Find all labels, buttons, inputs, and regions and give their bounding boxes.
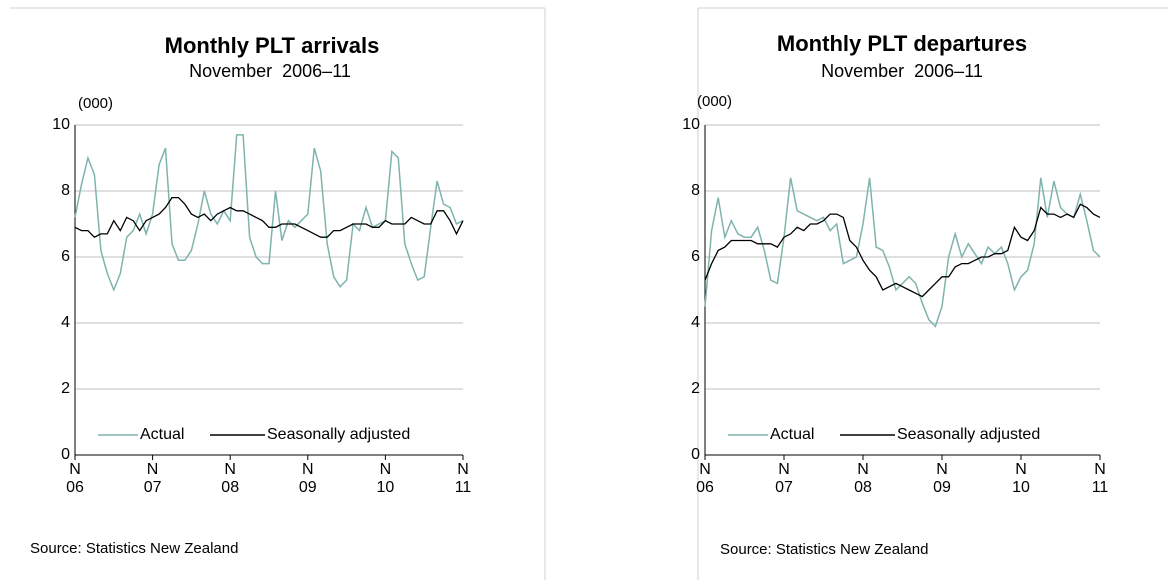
chart-title: Monthly PLT arrivals <box>164 33 380 58</box>
unit-label: (000) <box>78 95 114 112</box>
source: Source: Statistics New Zealand <box>30 540 239 557</box>
x-tick-label: N 09 <box>298 461 317 496</box>
series-line <box>74 134 464 293</box>
y-tick-label: 6 <box>61 248 70 266</box>
y-tick-label: 4 <box>61 314 70 332</box>
x-tick-label: N 09 <box>933 461 951 496</box>
x-tick-label: N 07 <box>775 461 793 496</box>
x-tick-label: N 08 <box>221 461 240 496</box>
legend-label: Actual <box>140 426 185 444</box>
series-line <box>704 203 1101 298</box>
x-tick-label: N 10 <box>1012 461 1030 496</box>
legend-label: Seasonally adjusted <box>267 426 411 444</box>
y-tick-label: 0 <box>691 446 700 464</box>
x-tick-label: N 07 <box>143 461 162 496</box>
x-tick-label: N 06 <box>696 461 714 496</box>
y-tick-label: 8 <box>691 182 700 200</box>
unit-label: (000) <box>697 93 733 110</box>
y-tick-label: 4 <box>691 314 700 332</box>
y-tick-label: 2 <box>691 380 700 398</box>
chart-subtitle: November 2006–11 <box>821 61 983 81</box>
chart-subtitle: November 2006–11 <box>189 61 351 81</box>
x-tick-label: N 10 <box>376 461 395 496</box>
legend-label: Seasonally adjusted <box>897 426 1041 444</box>
y-tick-label: 10 <box>52 116 70 134</box>
x-tick-label: N 08 <box>854 461 872 496</box>
x-tick-label: N 11 <box>1091 461 1109 496</box>
y-tick-label: 6 <box>691 248 700 266</box>
series-line <box>74 196 464 238</box>
source: Source: Statistics New Zealand <box>720 541 929 558</box>
y-tick-label: 2 <box>61 380 70 398</box>
series-line <box>704 177 1101 328</box>
x-tick-label: N 11 <box>454 461 472 496</box>
chart-title: Monthly PLT departures <box>776 31 1028 56</box>
legend-label: Actual <box>770 426 815 444</box>
y-tick-label: 0 <box>61 446 70 464</box>
y-tick-label: 10 <box>682 116 700 134</box>
x-tick-label: N 06 <box>66 461 84 496</box>
y-tick-label: 8 <box>61 182 70 200</box>
